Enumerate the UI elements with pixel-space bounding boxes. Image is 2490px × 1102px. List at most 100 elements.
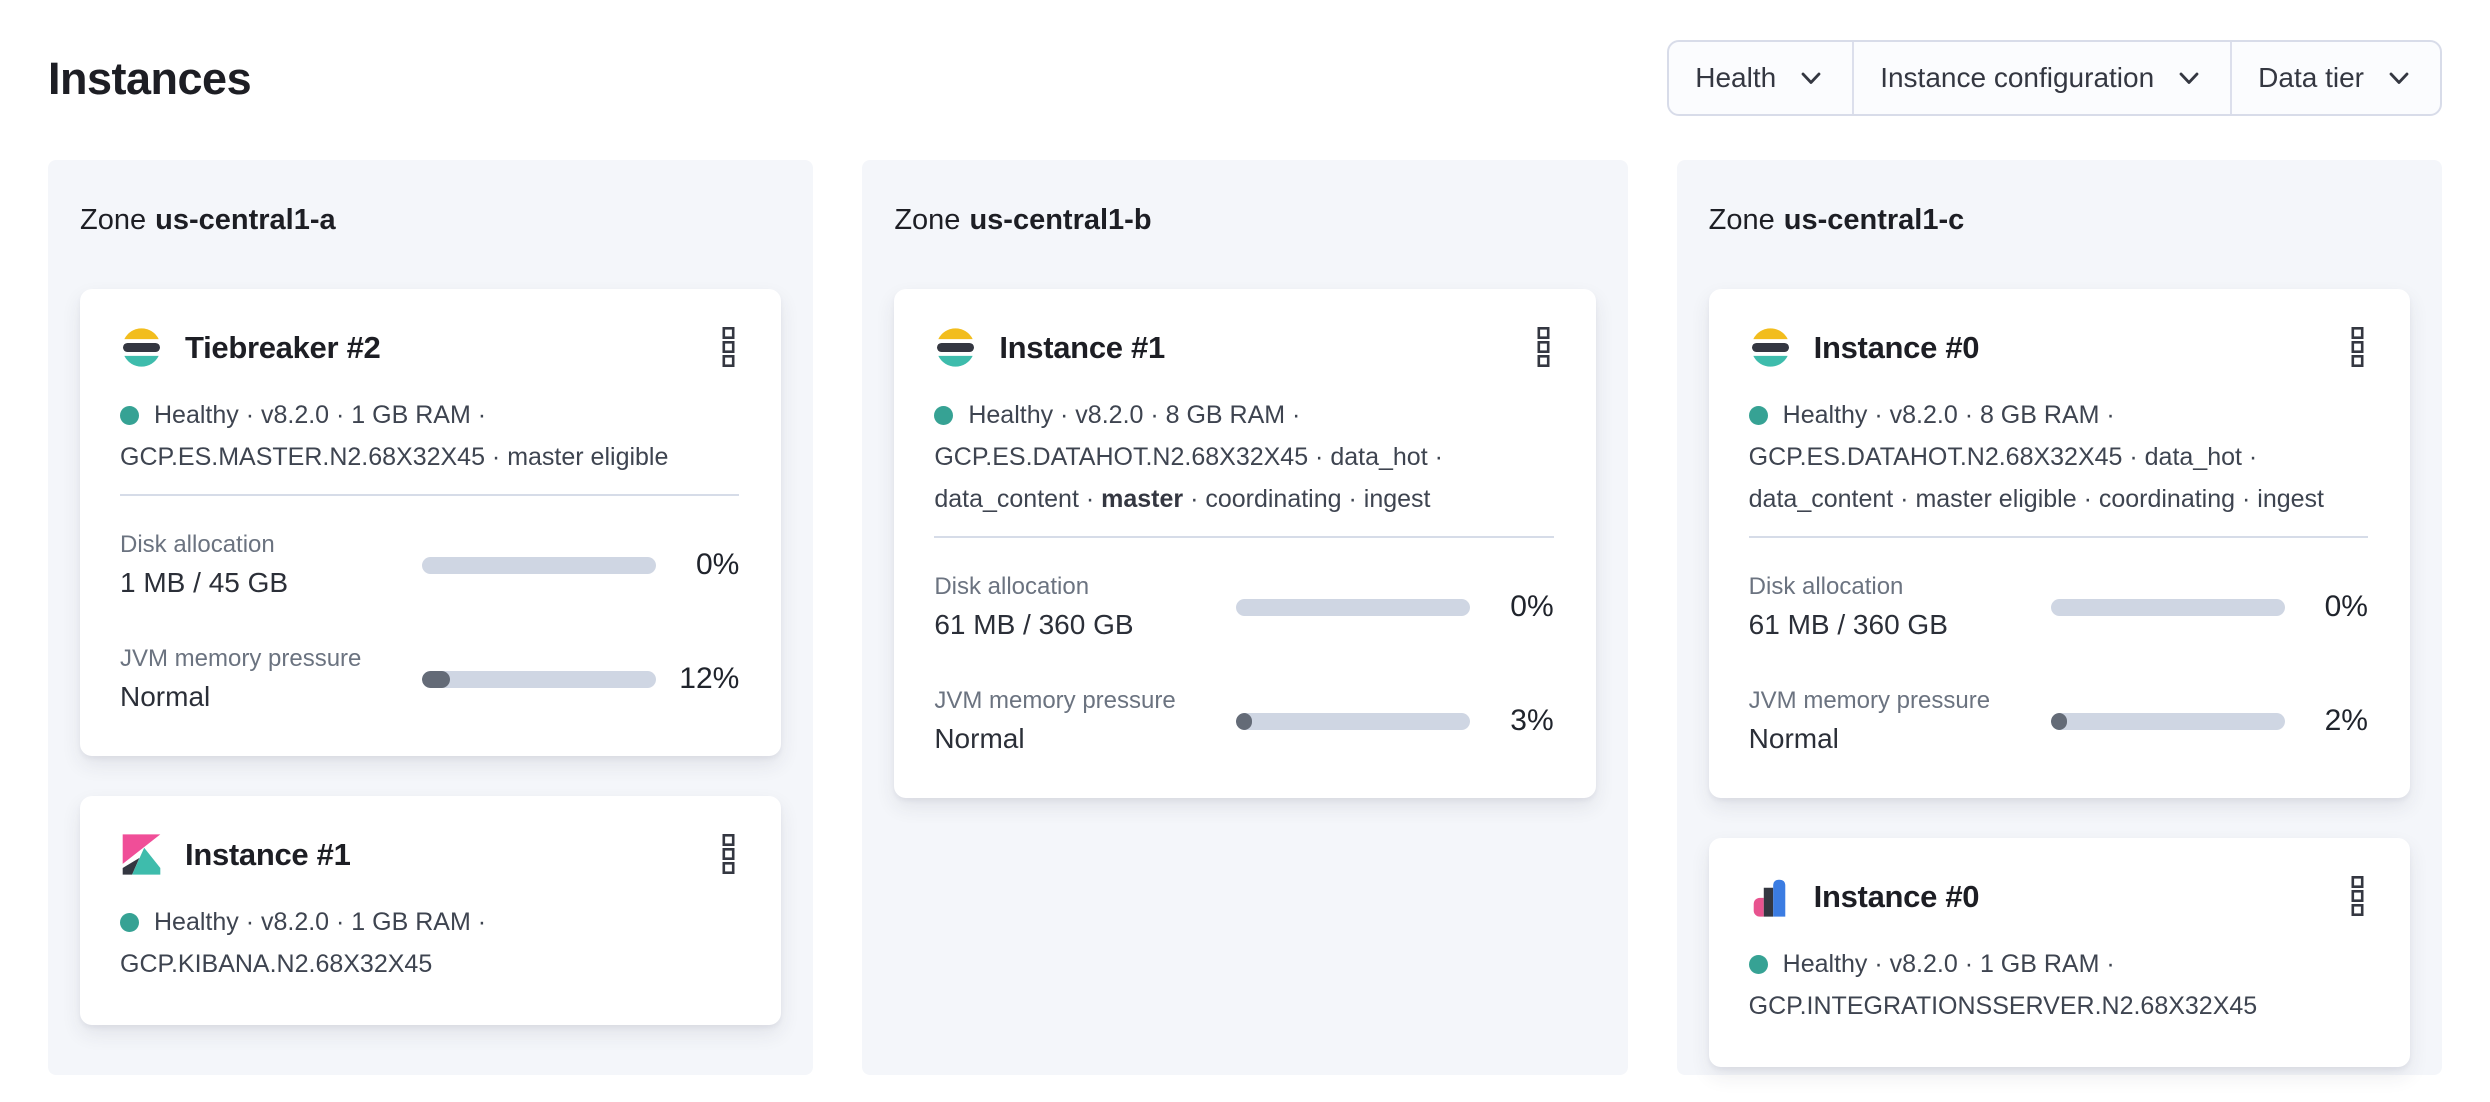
instance-meta: Healthy · v8.2.0 · 8 GB RAM · GCP.ES.DAT…	[1748, 394, 2368, 520]
chevron-down-icon	[2389, 72, 2409, 84]
instance-actions-kebab-icon[interactable]	[2347, 874, 2368, 919]
disk-allocation-progress-bar	[2050, 598, 2285, 616]
instance-meta-line2: GCP.ES.MASTER.N2.68X32X45 · master eligi…	[120, 443, 669, 471]
filter-data-tier-label: Data tier	[2258, 62, 2364, 93]
instance-meta: Healthy · v8.2.0 · 1 GB RAM · GCP.INTEGR…	[1748, 943, 2368, 1027]
filter-health-button[interactable]: Health	[1669, 42, 1855, 114]
boxes-vertical-icon	[1537, 327, 1550, 368]
metric-value: 61 MB / 360 GB	[1748, 609, 1948, 640]
instance-card-es-0: Instance #0 Healthy · v8.2.0 · 8 GB RAM …	[1708, 289, 2410, 798]
jvm-memory-pressure-metric: JVM memory pressure Normal 12%	[120, 642, 739, 716]
metric-value: 61 MB / 360 GB	[934, 609, 1134, 640]
integrations-server-logo	[1753, 879, 1785, 917]
instance-actions-kebab-icon[interactable]	[1533, 325, 1554, 370]
instance-actions-kebab-icon[interactable]	[718, 325, 739, 370]
boxes-vertical-icon	[722, 834, 735, 875]
page-title: Instances	[48, 53, 252, 104]
kibana-logo	[122, 834, 161, 875]
filter-data-tier-button[interactable]: Data tier	[2232, 42, 2440, 114]
metric-percent: 3%	[1510, 704, 1554, 737]
instance-meta-line1: Healthy · v8.2.0 · 1 GB RAM ·	[1782, 950, 2115, 978]
card-divider	[934, 536, 1554, 538]
metric-value: Normal	[1748, 723, 1839, 754]
boxes-vertical-icon	[722, 327, 735, 368]
instance-meta-line2: GCP.ES.DATAHOT.N2.68X32X45 · data_hot ·	[934, 443, 1443, 471]
zone-label: Zone us-central1-b	[894, 204, 1595, 237]
jvm-memory-pressure-progress-bar	[422, 670, 656, 688]
disk-allocation-metric: Disk allocation 1 MB / 45 GB 0%	[120, 528, 739, 602]
health-status-icon	[1748, 954, 1768, 974]
filter-instance-configuration-label: Instance configuration	[1880, 62, 2155, 93]
metric-percent: 0%	[1510, 590, 1554, 623]
health-status-icon	[120, 405, 139, 425]
instance-card-tiebreaker-2: Tiebreaker #2 Healthy · v8.2.0 · 1 GB RA…	[80, 289, 782, 756]
disk-allocation-progress-bar	[422, 556, 656, 574]
metric-value: Normal	[120, 681, 211, 712]
health-status-icon	[120, 912, 139, 932]
instance-actions-kebab-icon[interactable]	[718, 832, 739, 877]
health-status-icon	[934, 405, 954, 425]
instance-actions-kebab-icon[interactable]	[2347, 325, 2368, 370]
instance-meta-line1: Healthy · v8.2.0 · 8 GB RAM ·	[1782, 401, 2115, 429]
card-divider	[1748, 536, 2368, 538]
health-status-icon	[1748, 405, 1768, 425]
chevron-down-icon	[2179, 72, 2199, 84]
instance-meta: Healthy · v8.2.0 · 1 GB RAM · GCP.ES.MAS…	[120, 394, 739, 478]
zone-label-prefix: Zone	[80, 204, 147, 236]
filter-group: Health Instance configuration Data tier	[1667, 40, 2442, 116]
filter-health-label: Health	[1695, 62, 1777, 93]
metric-label: Disk allocation	[120, 531, 275, 558]
instance-title: Instance #1	[999, 329, 1165, 365]
instance-meta-line1: Healthy · v8.2.0 · 1 GB RAM ·	[154, 908, 487, 936]
metric-percent: 0%	[695, 548, 740, 581]
metric-label: JVM memory pressure	[1748, 687, 1991, 714]
instance-meta-line2: GCP.ES.DATAHOT.N2.68X32X45 · data_hot ·	[1748, 443, 2258, 471]
boxes-vertical-icon	[2351, 876, 2364, 917]
instance-card-kibana-1: Instance #1 Healthy · v8.2.0 · 1 GB RAM …	[80, 796, 782, 1025]
instance-meta: Healthy · v8.2.0 · 8 GB RAM · GCP.ES.DAT…	[934, 394, 1553, 520]
elasticsearch-logo	[937, 328, 975, 367]
boxes-vertical-icon	[2351, 327, 2364, 368]
instance-title: Instance #0	[1813, 329, 1980, 365]
metric-label: Disk allocation	[1748, 573, 1904, 600]
disk-allocation-metric: Disk allocation 61 MB / 360 GB 0%	[934, 570, 1553, 644]
filter-instance-configuration-button[interactable]: Instance configuration	[1854, 42, 2233, 114]
zone-label-prefix: Zone	[894, 204, 961, 236]
instance-card-es-1: Instance #1 Healthy · v8.2.0 · 8 GB RAM …	[894, 289, 1596, 798]
jvm-memory-pressure-progress-bar	[1236, 712, 1471, 730]
zone-panel-us-central1-c: Zone us-central1-c Instance #0 Healthy · …	[1676, 160, 2442, 1075]
metric-percent: 0%	[2324, 590, 2368, 623]
page-header: Instances Health Instance configuration …	[48, 40, 2442, 116]
jvm-memory-pressure-metric: JVM memory pressure Normal 2%	[1749, 684, 2368, 758]
instance-title: Instance #1	[185, 836, 351, 872]
zone-panel-us-central1-b: Zone us-central1-b Instance #1 Healthy · …	[862, 160, 1628, 1075]
metric-label: JVM memory pressure	[120, 645, 362, 672]
metric-percent: 2%	[2324, 704, 2368, 737]
zone-name: us-central1-c	[1783, 204, 1965, 236]
instances-page: Instances Health Instance configuration …	[0, 40, 2490, 1075]
jvm-memory-pressure-progress-bar	[2050, 712, 2285, 730]
card-divider	[120, 494, 740, 496]
metric-label: JVM memory pressure	[934, 687, 1176, 714]
instance-meta-line2: GCP.INTEGRATIONSSERVER.N2.68X32X45	[1748, 992, 2258, 1020]
zone-label-prefix: Zone	[1708, 204, 1775, 236]
zone-name: us-central1-a	[155, 204, 336, 236]
zone-label: Zone us-central1-c	[1709, 204, 2410, 237]
instance-meta-line3: data_content · master eligible · coordin…	[1748, 485, 2324, 513]
zone-panel-us-central1-a: Zone us-central1-a Tiebreaker #2 Healthy …	[48, 160, 814, 1075]
metric-value: Normal	[934, 723, 1025, 754]
instance-meta: Healthy · v8.2.0 · 1 GB RAM · GCP.KIBANA…	[120, 901, 739, 985]
elasticsearch-logo	[122, 328, 161, 367]
instance-meta-line2: GCP.KIBANA.N2.68X32X45	[120, 950, 433, 978]
metric-percent: 12%	[679, 662, 740, 695]
disk-allocation-metric: Disk allocation 61 MB / 360 GB 0%	[1749, 570, 2368, 644]
instance-meta-line1: Healthy · v8.2.0 · 8 GB RAM ·	[968, 401, 1301, 429]
chevron-down-icon	[1801, 72, 1821, 84]
metric-label: Disk allocation	[934, 573, 1090, 600]
instance-meta-line1: Healthy · v8.2.0 · 1 GB RAM ·	[154, 401, 487, 429]
jvm-memory-pressure-metric: JVM memory pressure Normal 3%	[934, 684, 1553, 758]
elasticsearch-logo	[1751, 328, 1789, 367]
metric-value: 1 MB / 45 GB	[120, 567, 289, 598]
instance-card-integrations-0: Instance #0 Healthy · v8.2.0 · 1 GB RAM …	[1708, 838, 2410, 1067]
instance-title: Instance #0	[1813, 878, 1980, 914]
